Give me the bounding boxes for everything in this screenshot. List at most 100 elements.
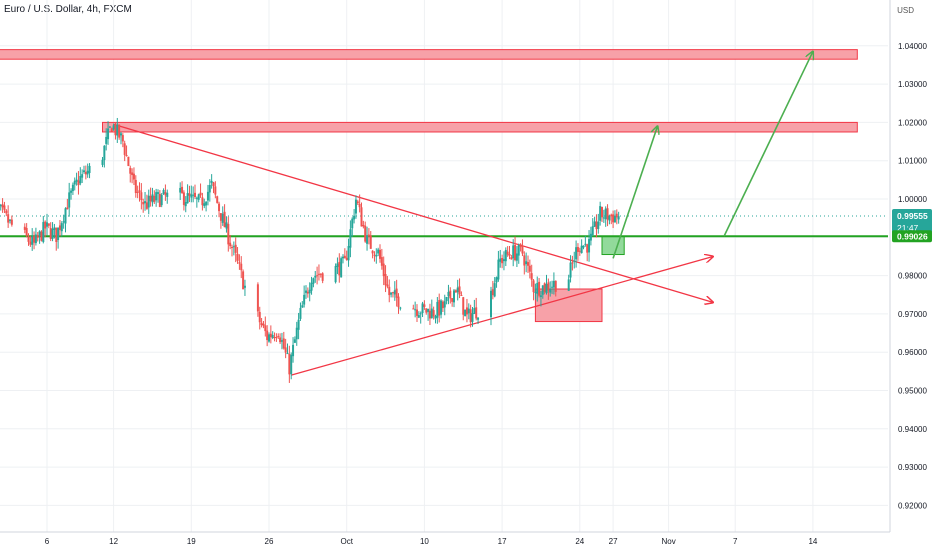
candle-bearish <box>194 184 196 199</box>
candle-body <box>166 192 169 197</box>
candle-body <box>134 179 137 194</box>
candle-bullish <box>354 195 357 219</box>
candle-bearish <box>227 216 230 252</box>
candle-body <box>447 291 450 297</box>
candle-body <box>112 125 115 130</box>
candle-bullish <box>308 282 311 302</box>
candle-body <box>388 286 391 296</box>
candle-body <box>451 298 454 302</box>
candle-body <box>338 261 341 276</box>
candle-bearish <box>519 243 522 252</box>
candle-body <box>456 287 459 293</box>
price-tick-label: 1.00000 <box>898 195 927 204</box>
candle-bullish <box>580 239 583 254</box>
candle-body <box>434 316 437 319</box>
candle-bearish <box>578 247 581 256</box>
candle-body <box>256 284 259 312</box>
candle-bearish <box>201 192 204 211</box>
candle-bearish <box>36 232 39 242</box>
candle-body <box>23 226 26 230</box>
candle-body <box>179 187 182 193</box>
candle-bearish <box>214 181 217 199</box>
candle-body <box>423 304 426 307</box>
candle-bullish <box>613 210 616 223</box>
candle-bearish <box>371 250 374 259</box>
candle-body <box>382 263 385 277</box>
candle-bullish <box>414 301 417 318</box>
candle-bearish <box>7 205 10 228</box>
candle-bearish <box>595 214 598 238</box>
time-tick-label: 24 <box>575 537 584 546</box>
demand-zone <box>534 288 603 323</box>
candle-body <box>118 124 121 138</box>
time-tick-label: 12 <box>109 537 118 546</box>
candle-bearish <box>277 333 280 340</box>
candle-bullish <box>477 317 480 325</box>
candle-body <box>417 315 420 318</box>
candle-bearish <box>234 237 237 263</box>
candle-body <box>471 313 474 322</box>
candle-bearish <box>395 279 398 307</box>
candle-bearish <box>3 201 6 213</box>
candle-bullish <box>353 209 356 224</box>
candle-bullish <box>340 256 343 278</box>
candle-bullish <box>608 214 611 225</box>
candle-bullish <box>147 189 150 215</box>
candle-bullish <box>184 196 187 213</box>
candle-bearish <box>5 209 8 217</box>
candle-body <box>467 308 470 314</box>
candle-body <box>464 309 467 317</box>
candle-bullish <box>208 179 211 202</box>
candle-bearish <box>136 185 139 199</box>
candle-body <box>530 273 533 280</box>
candle-body <box>184 202 187 207</box>
candle-bullish <box>0 203 2 211</box>
candle-body <box>206 191 209 201</box>
candle-bearish <box>343 248 346 259</box>
candle-bearish <box>125 145 128 157</box>
candle-body <box>554 280 557 292</box>
candle-bearish <box>514 236 517 262</box>
candle-bearish <box>506 246 509 257</box>
time-tick-label: Oct <box>340 537 353 546</box>
candle-bullish <box>221 206 224 226</box>
candle-body <box>606 208 609 220</box>
candle-body <box>514 244 517 261</box>
candle-bullish <box>495 276 498 288</box>
candle-bullish <box>290 352 293 380</box>
candle-bullish <box>347 238 350 267</box>
candle-body <box>589 233 592 241</box>
candle-bullish <box>162 188 165 195</box>
candle-body <box>428 310 431 319</box>
candle-body <box>280 340 283 342</box>
candle-body <box>502 259 505 262</box>
candle-bullish <box>334 263 337 284</box>
candle-bullish <box>116 117 119 143</box>
candle-body <box>384 274 387 286</box>
candle-body <box>79 175 82 184</box>
candle-body <box>362 224 365 227</box>
candle-body <box>5 210 8 214</box>
candle-body <box>292 344 295 357</box>
candle-body <box>44 221 47 229</box>
candle-body <box>508 253 511 256</box>
candle-body <box>421 303 424 314</box>
resistance-zone-2 <box>102 121 858 133</box>
candle-body <box>0 205 2 207</box>
candle-body <box>547 282 550 291</box>
candle-body <box>534 291 537 293</box>
candle-body <box>186 192 189 204</box>
candle-body <box>120 133 122 136</box>
candle-bullish <box>144 192 147 211</box>
candle-body <box>495 277 498 283</box>
candle-bullish <box>602 209 605 223</box>
candle-bullish <box>157 189 159 203</box>
price-tick-label: 0.94000 <box>898 425 927 434</box>
candle-body <box>610 214 613 217</box>
candle-bullish <box>268 332 270 343</box>
candle-bearish <box>275 333 278 342</box>
candle-body <box>430 308 433 319</box>
candle-body <box>105 136 108 144</box>
candle-body <box>377 249 380 254</box>
